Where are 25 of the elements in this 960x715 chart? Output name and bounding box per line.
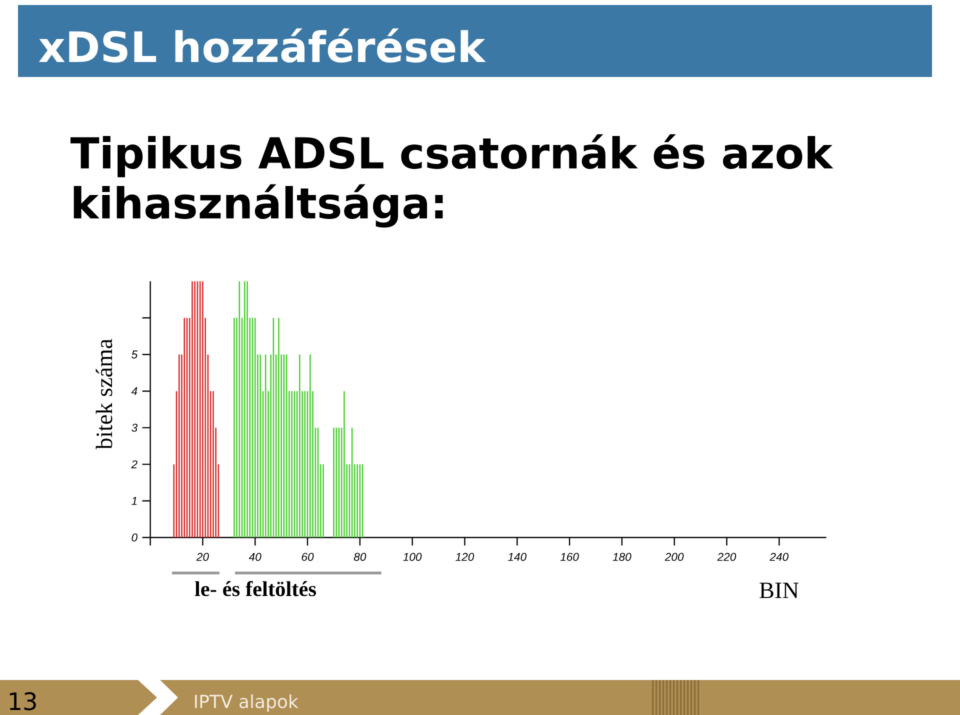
chart-subtitle: Tipikus ADSL csatornák és azok kihasználtsága: (70, 134, 834, 228)
y-tick-label: 3 (132, 424, 138, 432)
y-tick-label: 0 (132, 534, 138, 542)
x-tick-label: 20 (196, 552, 209, 561)
x-tick-label: 80 (354, 552, 366, 561)
x-tick-label: 220 (717, 552, 736, 561)
x-tick-label: 120 (456, 552, 474, 561)
x-tick-label: 140 (508, 552, 526, 561)
text: le- és feltöltés (194, 580, 316, 596)
y-axis-title: bitek száma (96, 338, 112, 450)
x-tick-label: 240 (770, 552, 789, 561)
text: IPTV alapok (195, 694, 298, 712)
x-tick-label: 200 (664, 552, 684, 561)
x-tick-label: 100 (403, 552, 422, 561)
x-tick-label: 60 (302, 552, 314, 561)
y-tick-label: 1 (132, 497, 137, 505)
chart-title: xDSL hozzáférések (38, 28, 486, 63)
x-axis-title: BIN (760, 582, 799, 598)
y-tick-label: 5 (132, 350, 138, 358)
x-tick-label: 180 (612, 552, 632, 561)
y-tick-label: 2 (131, 460, 138, 468)
x-tick-label: 40 (248, 552, 262, 561)
x-tick-label: 160 (560, 552, 579, 561)
text: 13 (10, 692, 36, 710)
y-tick-label: 4 (131, 387, 138, 396)
